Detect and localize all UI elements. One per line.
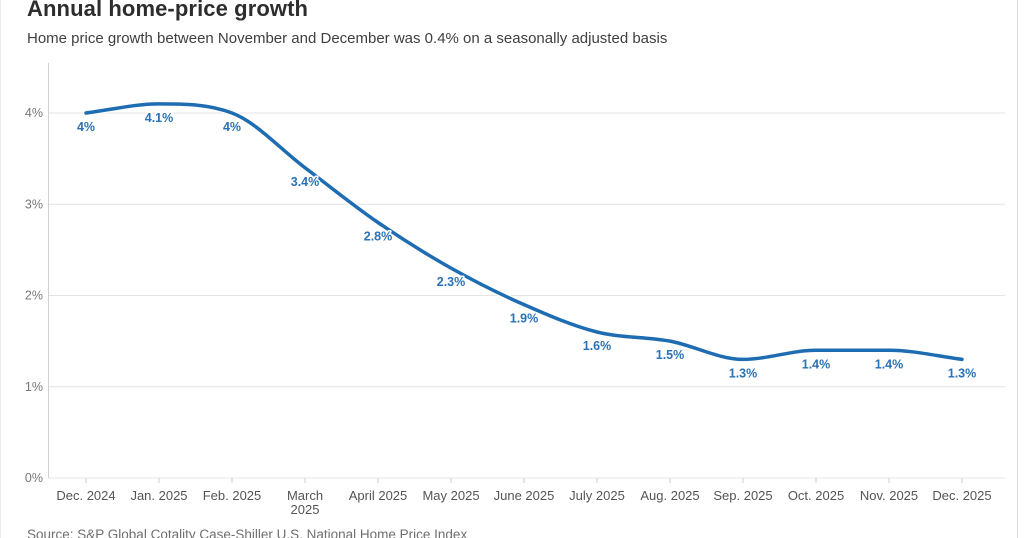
x-axis-tick-label: Sep. 2025	[713, 488, 772, 503]
data-point-label: 1.5%	[656, 348, 685, 362]
data-point-label: 1.4%	[802, 357, 831, 371]
x-axis-tick-label: Nov. 2025	[860, 488, 918, 503]
x-axis-tick-label: March 2025	[287, 488, 323, 517]
series-line	[84, 102, 964, 362]
y-axis-tick-label: 0%	[25, 471, 43, 485]
data-point-label: 4%	[77, 120, 95, 134]
page-title: Annual home-price growth	[27, 0, 309, 21]
x-axis-tick-label: April 2025	[349, 488, 408, 503]
data-point-label: 2.3%	[437, 275, 466, 289]
data-point-label: 4%	[223, 120, 241, 134]
x-axis-tick-label: Feb. 2025	[203, 488, 262, 503]
data-point-label: 2.8%	[364, 230, 393, 244]
card-border-left	[0, 0, 1, 538]
x-axis-tick-label: June 2025	[494, 488, 555, 503]
data-point-label: 1.3%	[729, 366, 758, 380]
data-point-label: 1.9%	[510, 312, 539, 326]
y-axis-tick-label: 2%	[25, 289, 43, 303]
x-axis-tick-label: Aug. 2025	[640, 488, 699, 503]
x-axis-tick-label: July 2025	[569, 488, 625, 503]
x-axis-tick-label: Dec. 2024	[56, 488, 115, 503]
y-axis-tick-label: 3%	[25, 197, 43, 211]
y-axis-tick-label: 1%	[25, 380, 43, 394]
x-axis-tick-label: May 2025	[422, 488, 479, 503]
data-point-label: 3.4%	[291, 175, 320, 189]
source-note: Source: S&P Global Cotality Case-Shiller…	[27, 527, 468, 538]
x-axis-tick-label: Oct. 2025	[788, 488, 844, 503]
card-border-right	[1017, 0, 1018, 538]
data-point-label: 4.1%	[145, 111, 174, 125]
data-point-label: 1.4%	[875, 357, 904, 371]
chart-subtitle: Home price growth between November and D…	[27, 30, 668, 47]
x-axis-tick-label: Dec. 2025	[932, 488, 991, 503]
data-point-label: 1.3%	[948, 366, 977, 380]
y-axis-tick-label: 4%	[25, 106, 43, 120]
x-axis-tick-label: Jan. 2025	[130, 488, 187, 503]
data-point-label: 1.6%	[583, 339, 612, 353]
